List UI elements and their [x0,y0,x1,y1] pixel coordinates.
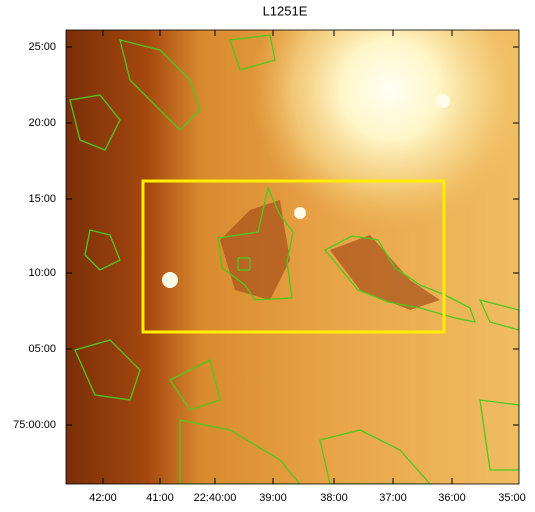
y-tick-label: 75:00:00 [13,419,56,431]
y-tick-label: 20:00 [28,117,56,129]
sky-image [66,30,519,484]
x-tick-label: 22:40:00 [194,492,237,504]
y-tick-label: 25:00 [28,41,56,53]
x-tick-label: 42:00 [89,492,117,504]
y-tick-label: 05:00 [28,343,56,355]
x-tick-label: 39:00 [259,492,287,504]
x-tick-label: 36:00 [438,492,466,504]
x-tick-label: 35:00 [498,492,526,504]
title: L1251E [263,3,308,18]
y-tick-label: 10:00 [28,267,56,279]
tick-marks [66,30,519,484]
frame [65,29,520,485]
x-tick-label: 37:00 [379,492,407,504]
x-axis: 42:00 41:00 22:40:00 39:00 38:00 37:00 3… [89,492,526,504]
x-tick-label: 41:00 [146,492,174,504]
y-tick-label: 15:00 [28,193,56,205]
x-tick-label: 38:00 [320,492,348,504]
y-axis: 25:00 20:00 15:00 10:00 05:00 75:00:00 [13,41,56,431]
